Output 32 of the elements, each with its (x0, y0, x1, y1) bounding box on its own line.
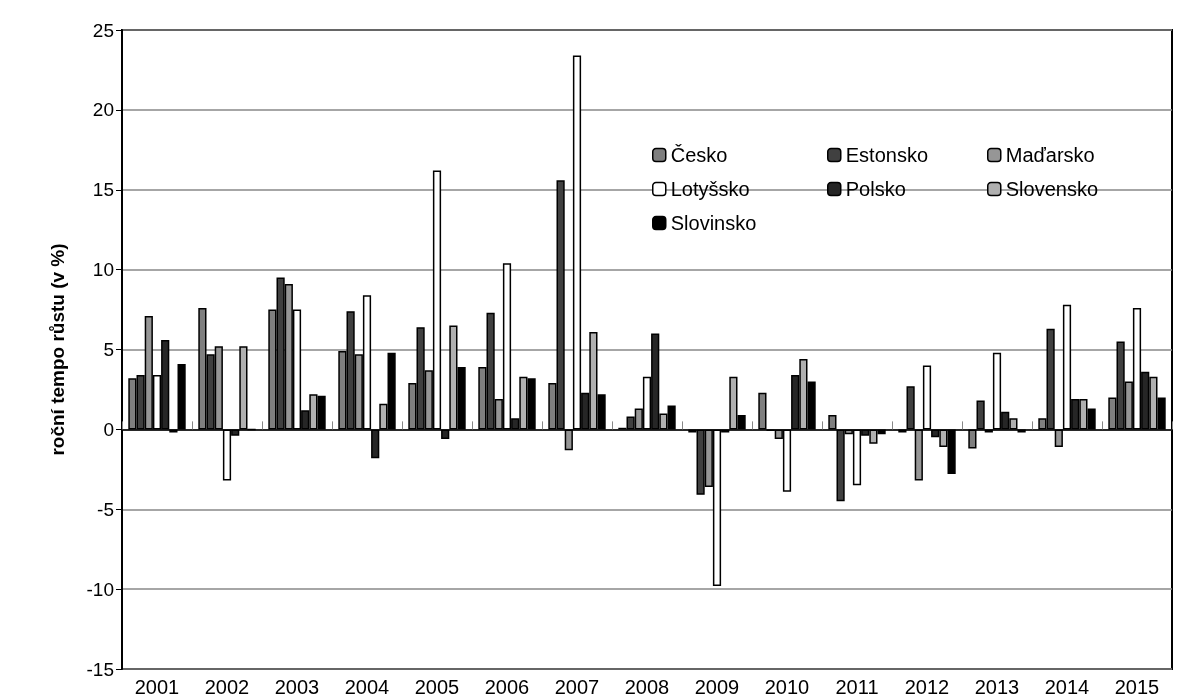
x-tick-label: 2006 (484, 676, 530, 697)
y-axis-title: roční tempo růstu (v %) (47, 243, 68, 456)
x-tick-label: 2001 (134, 676, 180, 697)
x-tick-label: 2015 (1114, 676, 1160, 697)
y-tick-label: 0 (103, 418, 114, 440)
x-tick-label: 2002 (204, 676, 250, 697)
y-tick-label: -15 (86, 658, 114, 680)
legend-label: Estonsko (845, 144, 929, 166)
legend-label: Polsko (845, 178, 906, 200)
y-tick-label: 20 (92, 99, 114, 121)
x-tick-label: 2005 (414, 676, 460, 697)
x-tick-label: 2014 (1044, 676, 1090, 697)
legend-label: Slovinsko (670, 212, 757, 234)
x-tick-label: 2010 (764, 676, 810, 697)
y-tick-label: 15 (92, 179, 114, 201)
legend-label: Maďarsko (1005, 144, 1095, 166)
legend-label: Česko (670, 144, 728, 166)
x-tick-label: 2011 (835, 676, 879, 697)
x-tick-label: 2003 (274, 676, 320, 697)
y-tick-label: 5 (103, 339, 114, 360)
y-tick-label: -10 (86, 578, 114, 600)
legend-label: Slovensko (1005, 178, 1099, 200)
y-tick-label: 10 (92, 259, 114, 281)
y-tick-label: 25 (92, 19, 114, 41)
x-tick-label: 2004 (344, 676, 390, 697)
x-tick-label: 2013 (974, 676, 1020, 697)
x-tick-label: 2008 (624, 676, 670, 697)
y-tick-label: -5 (97, 498, 114, 520)
x-tick-label: 2009 (694, 676, 740, 697)
x-tick-label: 2012 (904, 676, 950, 697)
legend-label: Lotyšsko (670, 178, 750, 200)
x-tick-label: 2007 (554, 676, 600, 697)
